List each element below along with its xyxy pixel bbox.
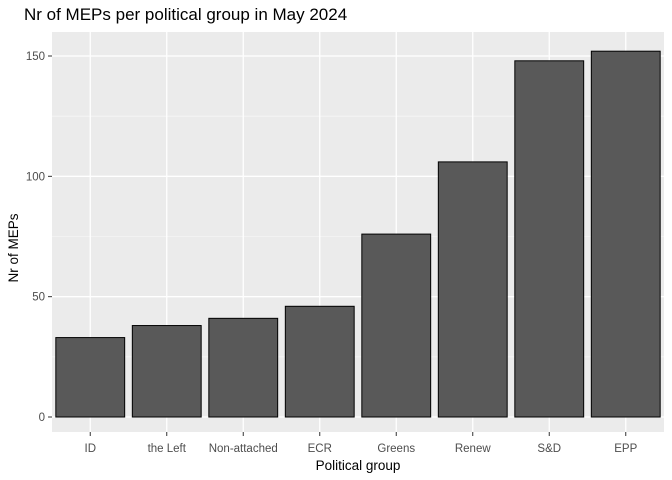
- x-tick-label: the Left: [148, 443, 187, 455]
- bar-renew: [437, 161, 508, 418]
- y-tick-label: 150: [26, 51, 45, 63]
- y-tick-label: 0: [39, 412, 45, 424]
- bar-the-left: [131, 325, 202, 418]
- chart-title: Nr of MEPs per political group in May 20…: [24, 5, 348, 24]
- bar-ecr: [284, 305, 355, 418]
- bar-non-attached: [208, 317, 279, 418]
- x-tick-label: Renew: [455, 443, 491, 455]
- bar-id: [55, 337, 126, 418]
- bar-greens: [361, 233, 432, 418]
- x-tick-label: Greens: [377, 443, 415, 455]
- bar-epp: [590, 50, 661, 418]
- x-tick-label: S&D: [537, 443, 561, 455]
- x-tick-label: Non-attached: [209, 443, 278, 455]
- x-axis-title: Political group: [316, 458, 401, 473]
- x-tick-label: ECR: [308, 443, 332, 455]
- bars: [55, 50, 661, 418]
- x-tick-label: ID: [85, 443, 97, 455]
- y-tick-label: 50: [32, 292, 45, 304]
- y-axis-title: Nr of MEPs: [6, 213, 21, 282]
- y-axis: 0 50 100 150: [26, 51, 52, 424]
- x-tick-label: EPP: [614, 443, 637, 455]
- y-tick-label: 100: [26, 171, 45, 183]
- bar-s-d: [514, 60, 585, 418]
- x-axis: ID the Left Non-attached ECR Greens Renew S&D E…: [85, 432, 638, 455]
